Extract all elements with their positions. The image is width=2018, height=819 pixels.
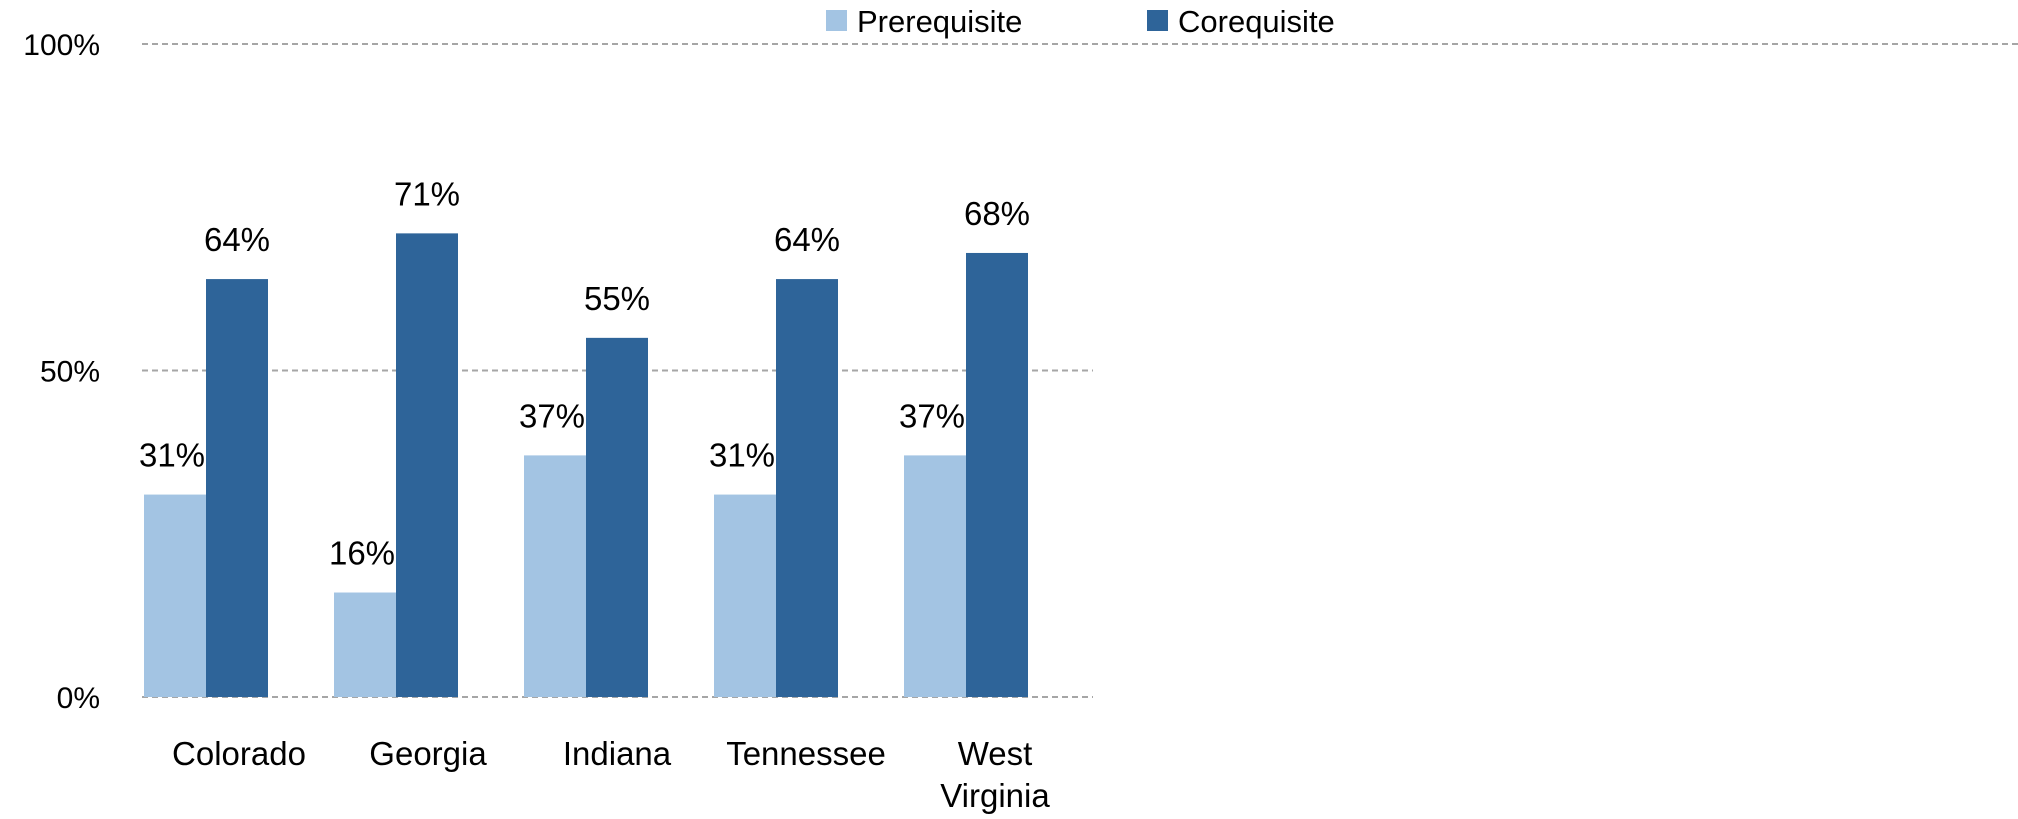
category-label: Indiana (563, 735, 672, 772)
data-labels: 31% 64% 16% 71% 37% 55% 31% 64% 37% 68% (139, 175, 1030, 571)
legend-label-prerequisite: Prerequisite (857, 4, 1022, 39)
y-tick-label: 50% (40, 356, 100, 389)
bar-corequisite-indiana (586, 337, 648, 697)
data-label-corequisite: 64% (774, 221, 840, 258)
bar-prerequisite-colorado (144, 494, 206, 697)
bar-prerequisite-tennessee (714, 494, 776, 697)
legend-swatch-corequisite (1147, 10, 1168, 31)
legend: Prerequisite Corequisite (826, 4, 1335, 39)
bar-corequisite-tennessee (776, 279, 838, 697)
x-axis-categories: Colorado Georgia Indiana Tennessee West Virgi… (172, 735, 1050, 814)
data-label-prerequisite: 31% (139, 437, 205, 474)
data-label-corequisite: 68% (964, 195, 1030, 232)
data-label-corequisite: 55% (584, 280, 650, 317)
bars (144, 233, 1028, 697)
bar-corequisite-georgia (396, 233, 458, 697)
bar-prerequisite-georgia (334, 592, 396, 697)
legend-swatch-prerequisite (826, 10, 847, 31)
category-label: West Virginia (940, 735, 1050, 814)
category-label: Tennessee (726, 735, 886, 772)
bar-corequisite-west-virginia (966, 252, 1028, 697)
data-label-prerequisite: 16% (329, 535, 395, 572)
data-label-corequisite: 64% (204, 221, 270, 258)
legend-label-corequisite: Corequisite (1178, 4, 1335, 39)
bar-prerequisite-indiana (524, 455, 586, 697)
data-label-prerequisite: 37% (519, 397, 585, 434)
category-label: Georgia (369, 735, 487, 772)
bar-corequisite-colorado (206, 279, 268, 697)
data-label-prerequisite: 31% (709, 437, 775, 474)
y-axis-ticks: 0% 50% 100% (23, 29, 100, 715)
category-label: Colorado (172, 735, 306, 772)
data-label-corequisite: 71% (394, 175, 460, 212)
data-label-prerequisite: 37% (899, 397, 965, 434)
y-tick-label: 0% (57, 682, 100, 715)
y-tick-label: 100% (23, 29, 100, 62)
bar-prerequisite-west-virginia (904, 455, 966, 697)
